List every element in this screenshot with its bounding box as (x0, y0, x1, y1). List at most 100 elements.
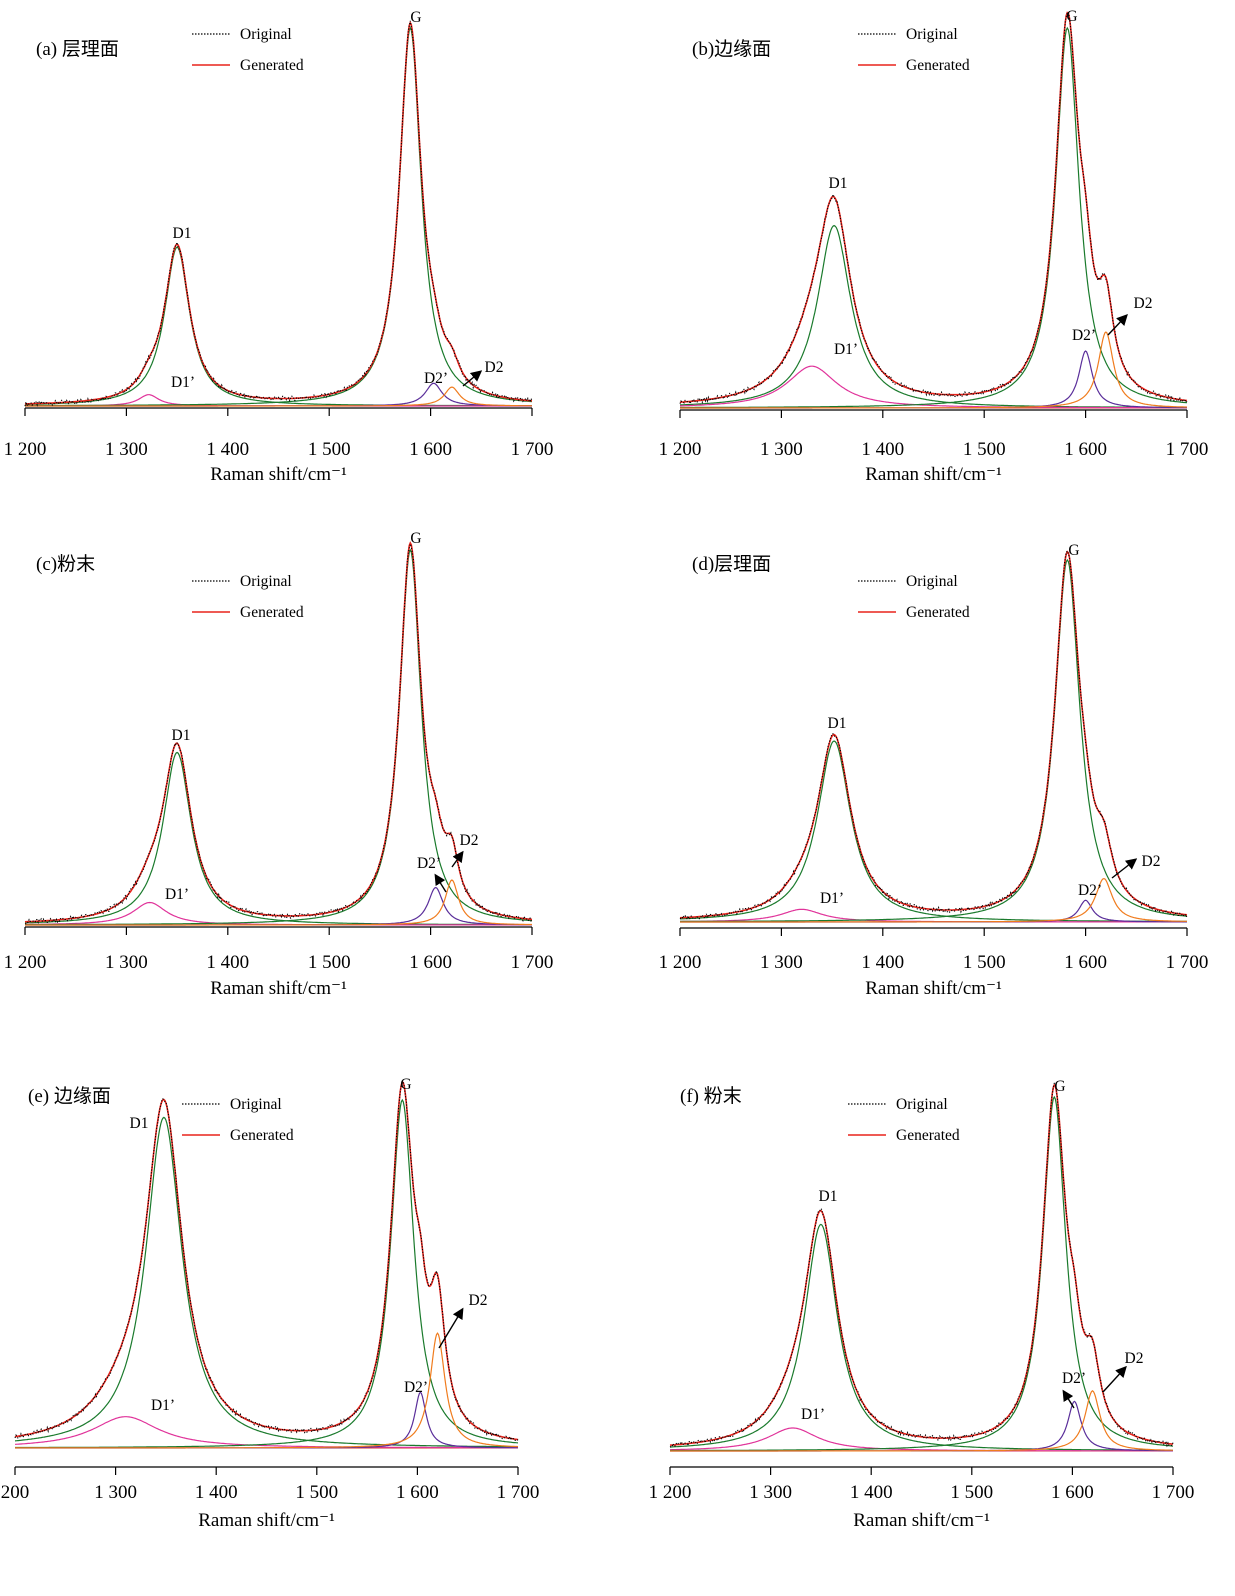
peak-label-d1: D1 (819, 1188, 838, 1205)
legend-original-label: Original (896, 1096, 948, 1113)
peak-label-d2-prime: D2’ (1078, 882, 1102, 899)
peak-label-d1-prime: D1’ (834, 341, 858, 358)
legend-generated-label: Generated (906, 57, 970, 74)
x-tick-label: 1 600 (1064, 952, 1107, 973)
peak-d2-curve (680, 331, 1188, 409)
peak-d1-curve (25, 751, 532, 926)
x-tick-label: 1 500 (963, 952, 1006, 973)
x-tick-label: 1 200 (4, 439, 47, 460)
legend-generated-label: Generated (906, 604, 970, 621)
peak-label-d2-prime: D2’ (404, 1379, 428, 1396)
x-axis-title: Raman shift/cm⁻¹ (865, 978, 1002, 999)
x-tick-label: 1 700 (1166, 952, 1209, 973)
x-tick-label: 1 700 (1152, 1482, 1195, 1503)
x-tick-label: 1 600 (1051, 1482, 1094, 1503)
x-tick-label: 1 500 (950, 1482, 993, 1503)
legend-generated-label: Generated (896, 1127, 960, 1144)
chart-panel-a: 1 200 1 300 1 400 1 500 1 600 1 700 Raman shif… (4, 9, 554, 485)
x-tick-label: 1 200 (659, 952, 702, 973)
x-tick-label: 1 600 (409, 952, 452, 973)
legend: Original Generated (858, 26, 970, 74)
panel-title: (e) 边缘面 (28, 1085, 111, 1107)
peak-label-d1-prime: D1’ (151, 1397, 175, 1414)
peak-label-d1: D1 (172, 727, 191, 744)
peak-d1-curve (25, 246, 532, 407)
annotation-arrow (462, 370, 483, 387)
peak-label-d1-prime: D1’ (165, 886, 189, 903)
peak-d2-curve (25, 386, 532, 407)
legend-generated-label: Generated (240, 57, 304, 74)
x-tick-label: 1 400 (195, 1482, 238, 1503)
peak-label-g: G (1066, 8, 1077, 25)
x-tick-label: 1 300 (94, 1482, 137, 1503)
legend-original-label: Original (240, 573, 292, 590)
chart-panel-b: 1 200 1 300 1 400 1 500 1 600 1 700 Raman shif… (659, 8, 1209, 485)
peak-d2-curve (15, 1332, 519, 1449)
peak-label-g: G (400, 1076, 411, 1093)
chart-panel-e: 200 1 300 1 400 1 500 1 600 1 700 Raman shift/… (1, 1076, 540, 1531)
x-tick-label: 1 400 (206, 439, 249, 460)
annotation-arrow (434, 873, 447, 893)
legend-original-label: Original (240, 26, 292, 43)
x-tick-label: 1 300 (105, 952, 148, 973)
peak-g-curve (25, 548, 533, 926)
peak-d1-curve (670, 1223, 1173, 1451)
panel-title: (c)粉末 (36, 553, 95, 575)
x-tick-label: 200 (1, 1482, 30, 1503)
peak-label-d2-prime: D2’ (1072, 327, 1096, 344)
x-tick-label: 1 700 (1166, 439, 1209, 460)
legend: Original Generated (192, 26, 304, 74)
annotation-arrow (1102, 1365, 1127, 1393)
legend: Original Generated (182, 1096, 294, 1144)
peak-d1-prime-curve (670, 1427, 1173, 1452)
peak-label-d2: D2 (1134, 295, 1153, 312)
x-tick-label: 1 300 (749, 1482, 792, 1503)
generated-curve (24, 541, 533, 923)
peak-label-d2: D2 (1142, 853, 1161, 870)
legend-original-label: Original (906, 26, 958, 43)
annotation-arrow (1111, 858, 1138, 879)
peak-label-d2: D2 (1125, 1350, 1144, 1367)
original-curve (679, 550, 1188, 921)
legend: Original Generated (192, 573, 304, 621)
peak-d2-prime-curve (670, 1400, 1173, 1452)
peak-d2-curve (680, 877, 1188, 923)
x-tick-label: 1 400 (850, 1482, 893, 1503)
generated-curve (24, 20, 533, 405)
original-curve (24, 542, 533, 925)
peak-label-d2: D2 (469, 1292, 488, 1309)
peak-label-d2: D2 (460, 832, 479, 849)
x-tick-label: 1 600 (1064, 439, 1107, 460)
peak-label-d1: D1 (173, 225, 192, 242)
original-curve (24, 20, 533, 408)
x-tick-label: 1 200 (649, 1482, 692, 1503)
original-curve (679, 10, 1188, 405)
x-tick-label: 1 300 (760, 439, 803, 460)
peak-label-d1: D1 (828, 715, 847, 732)
x-axis-title: Raman shift/cm⁻¹ (210, 978, 347, 999)
peak-d2-curve (670, 1390, 1173, 1452)
x-axis-title: Raman shift/cm⁻¹ (198, 1510, 335, 1531)
peak-label-d1-prime: D1’ (801, 1406, 825, 1423)
peak-d1-curve (14, 1116, 518, 1448)
peak-d1-prime-curve (15, 1416, 518, 1449)
annotation-arrow (451, 850, 464, 868)
peak-label-g: G (1054, 1078, 1065, 1095)
original-curve (14, 1081, 519, 1442)
peak-d1-curve (680, 224, 1187, 408)
generated-curve (669, 1083, 1174, 1446)
peak-label-d1: D1 (829, 175, 848, 192)
x-axis-title: Raman shift/cm⁻¹ (210, 464, 347, 485)
peak-label-g: G (410, 530, 421, 547)
x-tick-label: 1 700 (511, 952, 554, 973)
peak-d2-prime-curve (680, 350, 1187, 409)
peak-label-d1-prime: D1’ (171, 374, 195, 391)
peak-d1-curve (680, 740, 1187, 922)
annotation-arrow (1107, 313, 1128, 336)
peak-g-curve (25, 26, 533, 407)
x-tick-label: 1 200 (4, 952, 47, 973)
legend-original-label: Original (906, 573, 958, 590)
legend-original-label: Original (230, 1096, 282, 1113)
panel-title: (d)层理面 (692, 554, 771, 575)
